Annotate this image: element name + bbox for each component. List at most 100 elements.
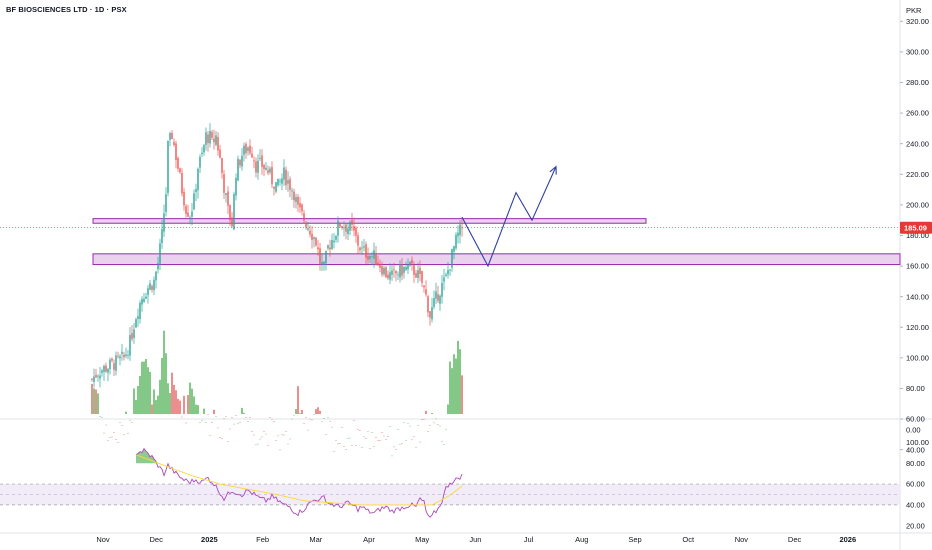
candle-body <box>235 178 237 196</box>
candle-body <box>437 294 439 301</box>
candle-body <box>229 204 231 221</box>
volume-bar <box>401 442 403 444</box>
candle-body <box>337 221 339 236</box>
projection-path[interactable] <box>461 166 557 268</box>
time-axis-label: Dec <box>788 535 802 544</box>
volume-bar <box>167 383 169 414</box>
volume-bar <box>103 432 105 434</box>
volume-bar <box>261 436 263 438</box>
price-tick-label: 160.00 <box>906 262 929 271</box>
candle-body <box>305 222 307 228</box>
candle-body <box>331 239 333 250</box>
candle-body <box>393 269 395 271</box>
candle-body <box>243 145 245 155</box>
volume-bar <box>147 367 149 414</box>
volume-bar <box>123 434 125 436</box>
last-price-label: 185.09 <box>904 223 927 232</box>
volume-bar <box>205 422 207 423</box>
candle-body <box>317 247 319 250</box>
price-tick-label: 100.00 <box>906 353 929 362</box>
volume-bar <box>409 425 411 427</box>
candle-body <box>91 378 93 380</box>
volume-bar <box>219 437 221 438</box>
candle-body <box>259 157 261 159</box>
volume-bar <box>443 444 445 445</box>
volume-bar <box>321 421 323 422</box>
volume-bar <box>315 409 317 414</box>
candle-body <box>361 247 363 249</box>
volume-bar <box>411 439 413 441</box>
candle-body <box>311 233 313 240</box>
candle-body <box>421 270 423 283</box>
candle-body <box>133 329 135 338</box>
candle-body <box>363 246 365 248</box>
volume-bar <box>109 437 111 438</box>
rsi-tick-label: 0.00 <box>906 426 921 435</box>
volume-bar <box>101 417 103 418</box>
support-resistance-zone[interactable] <box>92 253 901 266</box>
volume-bar <box>195 404 197 414</box>
candle-body <box>299 203 301 208</box>
volume-bar <box>291 418 293 420</box>
candle-body <box>205 132 207 145</box>
candle-body <box>417 270 419 278</box>
volume-bar <box>215 416 217 417</box>
volume-bar <box>363 436 365 438</box>
volume-bar <box>139 375 141 414</box>
candle-body <box>443 277 445 282</box>
volume-bar <box>425 410 427 414</box>
candle-body <box>217 136 219 151</box>
volume-bar <box>297 386 299 414</box>
rsi-line <box>135 447 463 518</box>
volume-bar <box>155 400 157 414</box>
candle-body <box>121 351 123 354</box>
candle-body <box>291 190 293 192</box>
volume-bar <box>405 439 407 441</box>
candle-body <box>439 295 441 304</box>
candle-body <box>407 265 409 270</box>
volume-bar <box>233 423 235 425</box>
volume-bar <box>201 420 203 422</box>
candle-body <box>125 354 127 356</box>
candle-body <box>359 247 361 251</box>
candle-body <box>143 298 145 302</box>
candle-body <box>377 262 379 266</box>
volume-bar <box>351 445 353 446</box>
volume-bar <box>379 440 381 441</box>
volume-bar <box>235 415 237 416</box>
candle-body <box>273 186 275 189</box>
volume-bar <box>223 418 225 420</box>
volume-bar <box>131 421 133 423</box>
candle-body <box>211 132 213 138</box>
candle-body <box>257 160 259 173</box>
candle-body <box>151 285 153 290</box>
time-axis-label: May <box>415 535 429 544</box>
volume-bar <box>395 449 397 450</box>
volume-bar <box>107 440 109 442</box>
volume-bar <box>179 400 181 414</box>
candle-body <box>227 191 229 206</box>
candle-body <box>339 223 341 227</box>
volume-bar <box>415 447 417 448</box>
volume-bar <box>449 361 451 414</box>
candle-body <box>263 165 265 169</box>
candle-body <box>267 170 269 174</box>
volume-bar <box>331 426 333 428</box>
candle-body <box>387 274 389 279</box>
candle-body <box>249 145 251 154</box>
volume-bar <box>371 432 373 433</box>
volume-bar <box>453 354 455 414</box>
candle-body <box>149 283 151 290</box>
candle-body <box>221 157 223 173</box>
candle-body <box>423 285 425 288</box>
volume-bar <box>435 418 437 420</box>
volume-bar <box>367 431 369 433</box>
candle-body <box>185 206 187 214</box>
candle-body <box>413 265 415 275</box>
support-resistance-zone[interactable] <box>92 218 647 224</box>
volume-bar <box>283 434 285 436</box>
candle-body <box>447 270 449 275</box>
candle-body <box>233 194 235 230</box>
time-axis-label: Feb <box>256 535 269 544</box>
